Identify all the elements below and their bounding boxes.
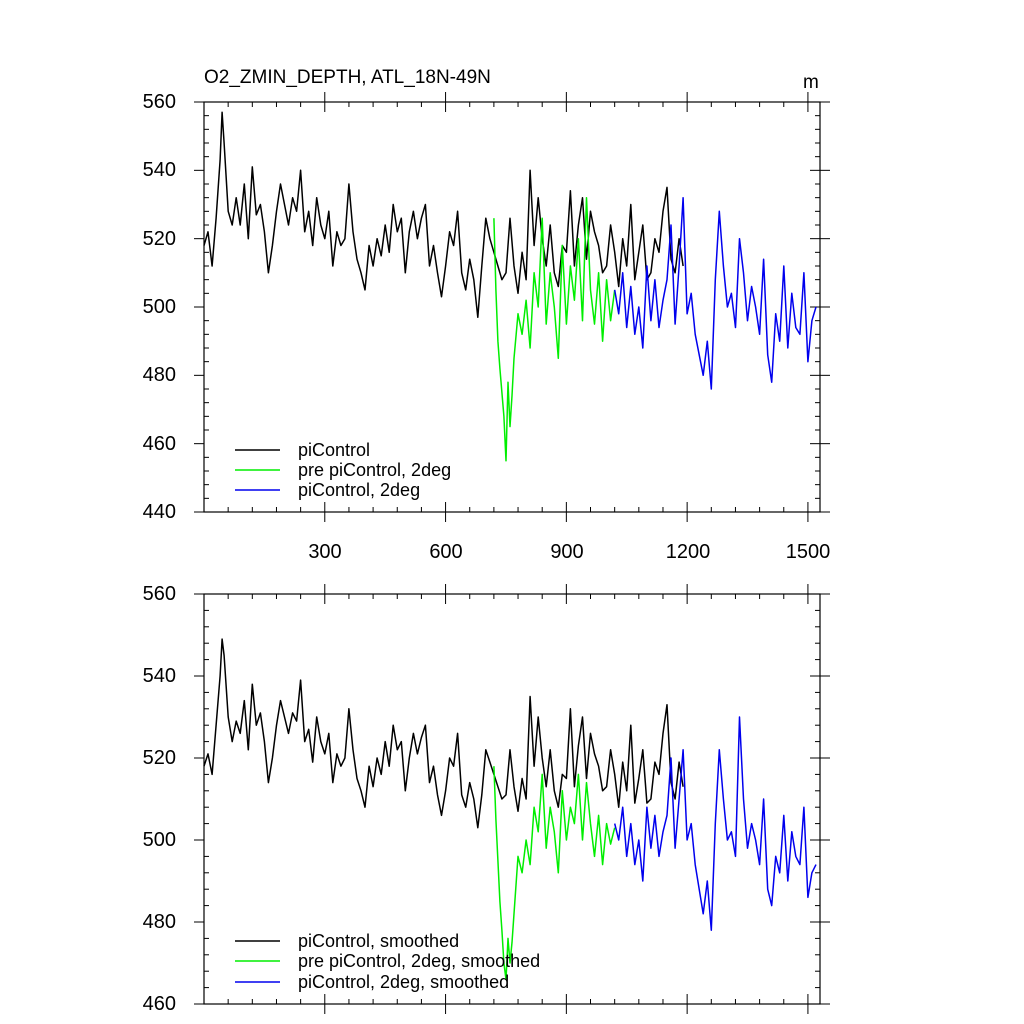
y-tick-label: 500 [143,829,176,851]
y-tick-label: 520 [143,228,176,250]
top-panel: O2_ZMIN_DEPTH, ATL_18N-49N m 440 460 480… [143,67,831,563]
tick-marks [194,92,830,522]
series-lines [203,111,817,462]
legend-label: pre piControl, 2deg, smoothed [298,951,540,971]
y-tick-label: 440 [143,501,176,523]
x-tick-label: 900 [550,541,583,563]
legend: piControl pre piControl, 2deg piControl,… [235,440,451,500]
y-tick-label: 460 [143,993,176,1015]
bottom-panel: 460 480 500 520 540 560 piControl, smoot… [143,583,830,1015]
plot-frame [203,101,821,513]
series-line-1 [493,196,616,462]
legend-label: piControl [298,440,370,460]
y-tick-label: 560 [143,91,176,113]
legend-label: piControl, smoothed [298,931,459,951]
series-line-1 [493,766,616,981]
y-tick-label: 480 [143,364,176,386]
series-lines [203,638,817,981]
series-line-2 [613,196,817,390]
y-tick-label: 560 [143,583,176,605]
x-tick-label: 300 [308,541,341,563]
y-tick-label: 480 [143,911,176,933]
chart-title: O2_ZMIN_DEPTH, ATL_18N-49N [204,67,491,88]
x-tick-label: 600 [429,541,462,563]
legend: piControl, smoothed pre piControl, 2deg,… [235,931,540,992]
series-line-2 [613,716,817,931]
y-tick-label: 460 [143,433,176,455]
x-tick-labels: 300 600 900 1200 1500 [308,541,830,563]
plot-frame [203,593,821,1005]
tick-marks [194,584,830,1014]
y-tick-labels: 460 480 500 520 540 560 [143,583,176,1015]
y-tick-label: 520 [143,747,176,769]
x-tick-label: 1200 [666,541,711,563]
series-line-0 [203,111,684,319]
y-tick-label: 500 [143,296,176,318]
unit-label: m [803,72,819,93]
legend-label: piControl, 2deg [298,480,420,500]
legend-label: pre piControl, 2deg [298,460,451,480]
y-tick-labels: 440 460 480 500 520 540 560 [143,91,176,523]
legend-label: piControl, 2deg, smoothed [298,972,509,992]
series-line-0 [203,638,684,829]
y-tick-label: 540 [143,665,176,687]
y-tick-label: 540 [143,159,176,181]
x-tick-label: 1500 [786,541,831,563]
